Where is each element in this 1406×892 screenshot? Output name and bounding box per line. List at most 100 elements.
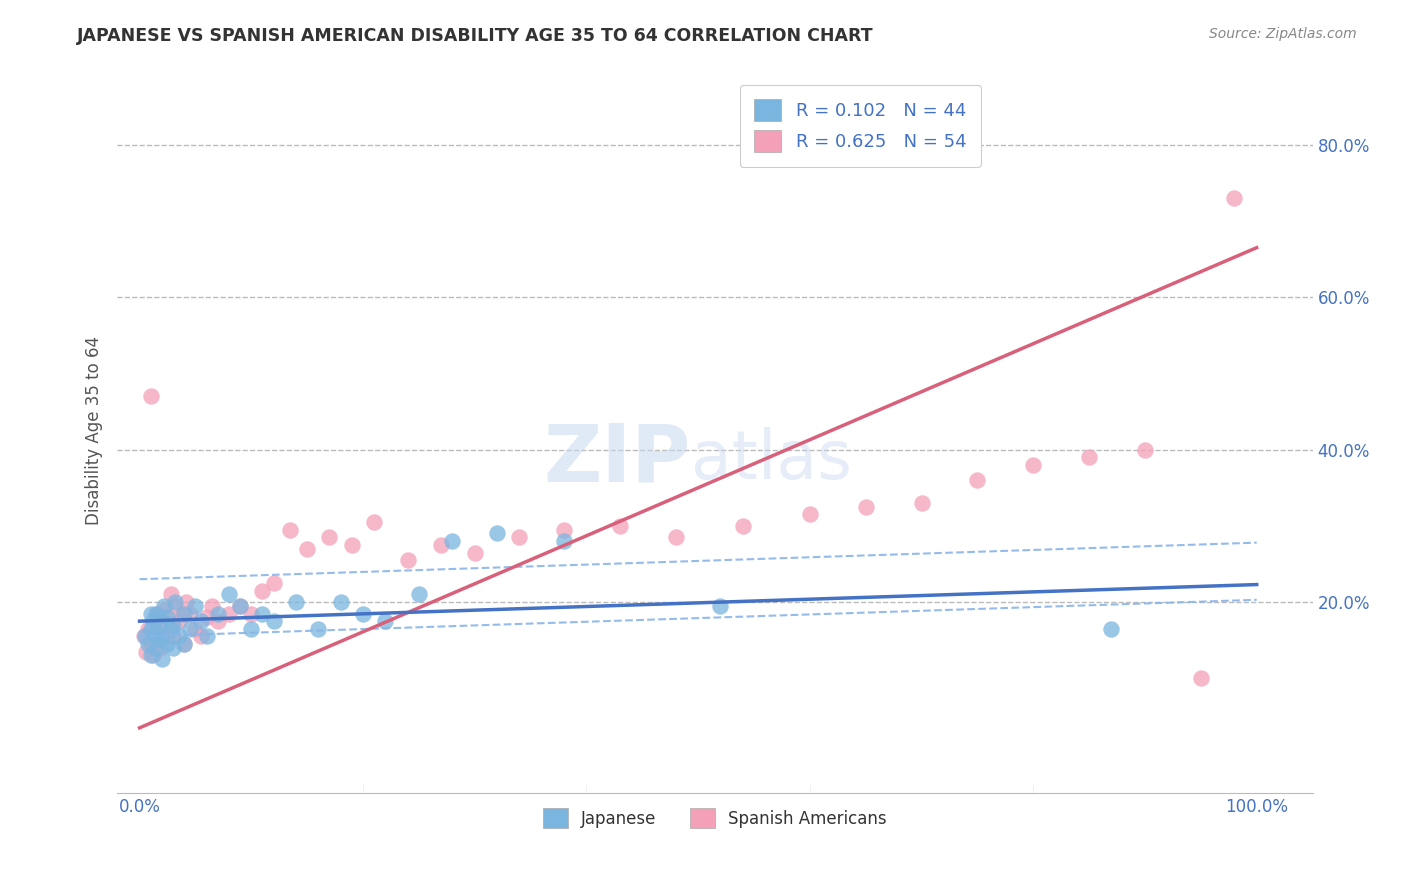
Point xyxy=(167,614,190,628)
Point xyxy=(553,523,575,537)
Point xyxy=(218,587,240,601)
Point xyxy=(252,607,274,621)
Point xyxy=(173,607,195,621)
Point xyxy=(146,607,169,621)
Point xyxy=(173,637,195,651)
Point xyxy=(150,614,173,628)
Point xyxy=(910,496,932,510)
Point xyxy=(184,622,207,636)
Point xyxy=(159,622,181,636)
Point xyxy=(143,629,166,643)
Point xyxy=(799,508,821,522)
Point xyxy=(430,538,453,552)
Point xyxy=(139,637,162,651)
Point xyxy=(135,645,157,659)
Point xyxy=(139,607,162,621)
Point xyxy=(329,595,352,609)
Point xyxy=(207,607,229,621)
Point xyxy=(441,534,464,549)
Point xyxy=(408,587,430,601)
Point xyxy=(142,614,165,628)
Text: JAPANESE VS SPANISH AMERICAN DISABILITY AGE 35 TO 64 CORRELATION CHART: JAPANESE VS SPANISH AMERICAN DISABILITY … xyxy=(77,27,875,45)
Point xyxy=(1078,450,1101,465)
Point xyxy=(855,500,877,514)
Point xyxy=(142,648,165,663)
Point xyxy=(132,629,155,643)
Point xyxy=(229,599,252,613)
Point xyxy=(284,595,307,609)
Point xyxy=(340,538,363,552)
Legend: Japanese, Spanish Americans: Japanese, Spanish Americans xyxy=(536,801,894,835)
Point xyxy=(966,473,988,487)
Point xyxy=(156,629,179,643)
Point xyxy=(318,530,340,544)
Point xyxy=(486,526,509,541)
Point xyxy=(240,607,263,621)
Point xyxy=(190,614,212,628)
Point xyxy=(165,599,187,613)
Point xyxy=(167,629,190,643)
Point xyxy=(159,614,181,628)
Point xyxy=(374,614,396,628)
Point xyxy=(138,637,160,651)
Text: ZIP: ZIP xyxy=(544,420,690,499)
Point xyxy=(145,640,167,655)
Point xyxy=(1223,191,1246,205)
Point xyxy=(352,607,374,621)
Point xyxy=(263,614,285,628)
Point xyxy=(146,614,169,628)
Text: atlas: atlas xyxy=(690,426,852,492)
Point xyxy=(207,614,229,628)
Point xyxy=(179,622,201,636)
Point xyxy=(170,607,193,621)
Point xyxy=(731,519,754,533)
Point xyxy=(176,595,198,609)
Point xyxy=(665,530,688,544)
Point xyxy=(162,629,184,643)
Point xyxy=(1189,671,1212,685)
Point xyxy=(162,618,184,632)
Point xyxy=(201,599,224,613)
Point xyxy=(709,599,731,613)
Point xyxy=(184,599,207,613)
Y-axis label: Disability Age 35 to 64: Disability Age 35 to 64 xyxy=(86,336,103,525)
Point xyxy=(195,629,218,643)
Point xyxy=(156,637,179,651)
Point xyxy=(165,595,187,609)
Point xyxy=(363,515,385,529)
Point xyxy=(153,603,176,617)
Point xyxy=(134,629,156,643)
Point xyxy=(145,607,167,621)
Point xyxy=(150,625,173,640)
Point xyxy=(138,622,160,636)
Point xyxy=(190,629,212,643)
Point xyxy=(139,622,162,636)
Point xyxy=(139,648,162,663)
Point xyxy=(252,583,274,598)
Point xyxy=(263,576,285,591)
Point xyxy=(159,587,181,601)
Point xyxy=(609,519,631,533)
Point xyxy=(1133,442,1156,457)
Point xyxy=(153,599,176,613)
Point xyxy=(1101,622,1123,636)
Point xyxy=(150,629,173,643)
Point xyxy=(1022,458,1045,472)
Point xyxy=(195,610,218,624)
Point xyxy=(218,607,240,621)
Point xyxy=(179,607,201,621)
Point xyxy=(156,610,179,624)
Point xyxy=(464,545,486,559)
Point xyxy=(149,640,172,655)
Point xyxy=(295,541,318,556)
Point xyxy=(173,637,195,651)
Point xyxy=(150,652,173,666)
Text: Source: ZipAtlas.com: Source: ZipAtlas.com xyxy=(1209,27,1357,41)
Point xyxy=(553,534,575,549)
Point xyxy=(229,599,252,613)
Point xyxy=(145,625,167,640)
Point xyxy=(139,389,162,403)
Point xyxy=(396,553,419,567)
Point xyxy=(162,640,184,655)
Point xyxy=(280,523,302,537)
